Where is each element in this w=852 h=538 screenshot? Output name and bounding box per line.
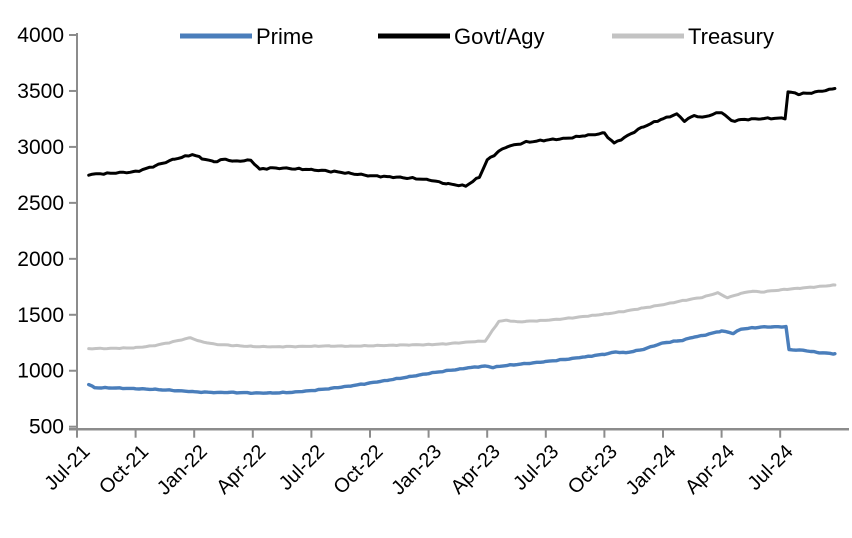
x-axis-tick-label: Jul-21 [40, 441, 94, 495]
legend-label: Govt/Agy [454, 24, 544, 49]
x-axis-tick-label: Oct-22 [330, 441, 388, 499]
x-axis-tick-label: Oct-21 [95, 441, 153, 499]
x-axis-tick-label: Jan-23 [387, 441, 446, 500]
x-axis-tick-label: Jan-24 [622, 441, 681, 500]
y-axis-tick-label: 500 [29, 416, 64, 439]
series-line-govt-agy [87, 87, 837, 188]
x-axis-tick-label: Apr-23 [447, 441, 505, 499]
x-axis-tick-label: Jul-22 [275, 441, 329, 495]
x-axis-tick-label: Apr-24 [681, 441, 739, 499]
x-axis-tick-label: Oct-23 [564, 441, 622, 499]
legend-item: Treasury [612, 24, 774, 49]
x-axis-tick-label: Jul-24 [744, 441, 798, 495]
y-axis-tick-label: 4000 [17, 24, 64, 47]
y-axis-tick-label: 2000 [17, 248, 64, 271]
legend-label: Treasury [688, 24, 774, 49]
y-axis-tick-label: 3000 [17, 136, 64, 159]
x-axis-tick-label: Jan-22 [153, 441, 212, 500]
y-axis-tick-label: 1000 [17, 360, 64, 383]
y-axis-tick-label: 3500 [17, 80, 64, 103]
x-axis-tick-label: Apr-22 [212, 441, 270, 499]
y-axis-tick-label: 2500 [17, 192, 64, 215]
legend-item: Govt/Agy [378, 24, 544, 49]
y-axis-tick-label: 1500 [17, 304, 64, 327]
legend-label: Prime [256, 24, 313, 49]
series-line-treasury [87, 283, 837, 351]
x-axis-tick-label: Jul-23 [509, 441, 563, 495]
legend-item: Prime [180, 24, 313, 49]
series-line-prime [87, 324, 837, 395]
